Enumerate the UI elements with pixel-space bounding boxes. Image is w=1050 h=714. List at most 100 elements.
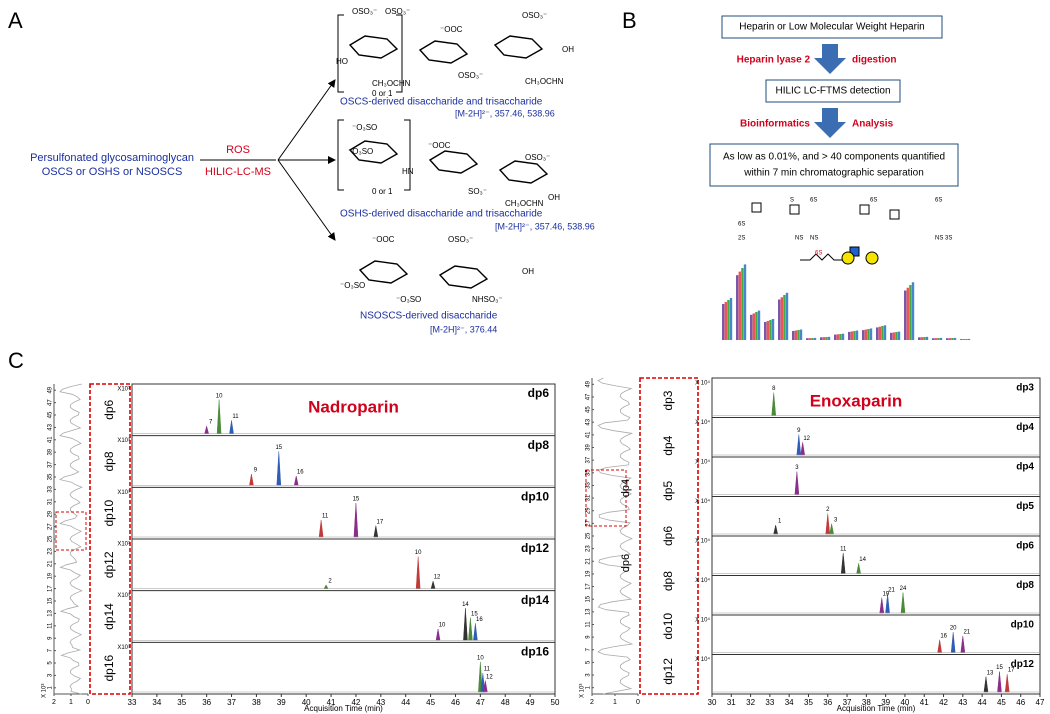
peak-label: 10 (477, 655, 484, 661)
illustration-bar (757, 310, 761, 340)
illustration-bar (752, 313, 755, 340)
x-tick-label: 47 (476, 698, 485, 707)
start-text: OSCS or OSHS or NSOSCS (42, 166, 183, 178)
illustration-bar (965, 339, 968, 340)
illustration-bar (911, 282, 915, 340)
strip-tick-label: 45 (586, 406, 592, 413)
row-name: dp6 (1016, 541, 1034, 552)
peak-label: 10 (439, 623, 446, 629)
strip-tick-label: 31 (48, 498, 54, 505)
peak-label: 19 (882, 591, 889, 597)
strip-tick-label: 21 (48, 560, 54, 567)
sugar-ring (493, 35, 544, 59)
strip-tick-label: 33 (586, 481, 592, 488)
x-tick-label: 42 (939, 698, 948, 707)
x-tick-label: 48 (501, 698, 510, 707)
product-mass: [M-2H]²⁻, 376.44 (430, 324, 497, 334)
peak-label: 12 (434, 575, 441, 581)
row-name: dp4 (1016, 422, 1034, 433)
strip-tick-label: 43 (48, 423, 54, 430)
illustration-bar (839, 334, 842, 340)
peak-label: 10 (216, 393, 223, 399)
flow-box (709, 143, 959, 187)
x-tick-label: 36 (823, 698, 832, 707)
atom-label: SO₃⁻ (468, 187, 487, 196)
x-tick-label: 35 (177, 698, 186, 707)
illustration-bar (939, 337, 943, 340)
strip-tick-label: 29 (586, 507, 592, 514)
row-scale: X10³ (117, 490, 130, 496)
peak (373, 525, 379, 538)
icon-label: NS (810, 236, 818, 242)
atom-label: HO (336, 57, 348, 66)
illustration-bar (967, 338, 971, 340)
icon-label: 6S (870, 198, 877, 204)
dp-label: dp4 (620, 479, 632, 497)
peak-label: 11 (232, 414, 239, 420)
glycan-icon (889, 209, 900, 220)
illustration-bar (780, 297, 783, 340)
icon-label: 6S (935, 198, 942, 204)
flow-step: Bioinformatics (740, 119, 810, 130)
strip-x-tick-label: 0 (86, 699, 90, 706)
peak-label: 21 (888, 587, 895, 593)
sugar-ring (428, 150, 479, 174)
peak (794, 471, 800, 495)
row-name: dp16 (521, 645, 549, 659)
dp-label: dp8 (102, 451, 116, 471)
sugar-ring (438, 265, 489, 289)
peak (415, 556, 421, 589)
row-name: dp3 (1016, 383, 1034, 394)
x-tick-label: 42 (351, 698, 360, 707)
peak (430, 580, 436, 589)
strip-tick-label: 1 (586, 685, 592, 689)
illustration-bar (769, 320, 772, 340)
row-scale: X10³ (117, 593, 130, 599)
peak (229, 420, 234, 434)
atom-label: HN (402, 167, 414, 176)
peak-label: 9 (254, 468, 258, 474)
glycan-icon (751, 202, 762, 213)
x-tick-label: 40 (302, 698, 311, 707)
illustration-bar (811, 338, 814, 340)
atom-label: ⁻O₃SO (396, 295, 421, 304)
peak (323, 584, 329, 589)
icon-label: 6S (810, 198, 817, 204)
atom-label: ⁻OOC (440, 25, 463, 34)
icon-label: NS 3S (935, 236, 952, 242)
row-name: dp5 (1016, 501, 1034, 512)
row-scale: X 10⁴ (695, 419, 710, 426)
atom-label: CH₃OCHN (505, 199, 544, 208)
row-scale: X10³ (117, 438, 130, 444)
illustration-bar (951, 338, 954, 340)
illustration-bar (960, 339, 963, 340)
dp-label: dp3 (661, 390, 675, 410)
atom-label: CH₃OCHN (525, 77, 564, 86)
bracket (337, 119, 344, 191)
illustration-bar (867, 329, 870, 340)
bracket (337, 14, 344, 93)
peak (983, 676, 989, 693)
strip-tick-label: 13 (586, 608, 592, 615)
strip-tick-label: 5 (586, 660, 592, 664)
row-name: dp6 (528, 386, 550, 400)
illustration-bar (876, 327, 879, 340)
peak (204, 425, 209, 434)
panel-label: B (622, 8, 637, 33)
illustration-bar (904, 290, 907, 340)
peak (937, 639, 942, 653)
x-tick-label: 46 (451, 698, 460, 707)
x-tick-label: 49 (526, 698, 535, 707)
atom-label: ⁻O₃SO (340, 281, 365, 290)
flow-step: Heparin lyase 2 (737, 55, 811, 66)
strip-tick-label: 47 (48, 399, 54, 406)
illustration-bar (918, 337, 921, 340)
peak (825, 513, 831, 535)
illustration-bar (883, 325, 887, 340)
strip-trace (59, 383, 83, 695)
illustration-bar (738, 271, 741, 340)
flow-text: As low as 0.01%, and > 40 components qua… (723, 152, 945, 163)
peak (900, 592, 906, 614)
peak (473, 623, 478, 641)
strip-tick-label: 43 (586, 418, 592, 425)
